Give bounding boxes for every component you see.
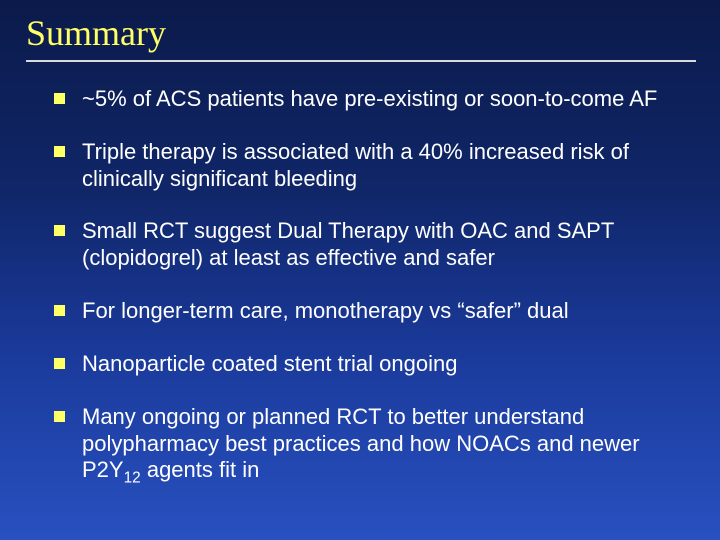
list-item: For longer-term care, monotherapy vs “sa…	[54, 298, 696, 325]
list-item: ~5% of ACS patients have pre-existing or…	[54, 86, 696, 113]
list-item: Many ongoing or planned RCT to better un…	[54, 404, 696, 489]
slide: Summary ~5% of ACS patients have pre-exi…	[0, 0, 720, 540]
list-item: Nanoparticle coated stent trial ongoing	[54, 351, 696, 378]
bullet-list: ~5% of ACS patients have pre-existing or…	[24, 86, 696, 489]
list-item: Triple therapy is associated with a 40% …	[54, 139, 696, 193]
slide-title: Summary	[26, 12, 696, 62]
list-item: Small RCT suggest Dual Therapy with OAC …	[54, 218, 696, 272]
